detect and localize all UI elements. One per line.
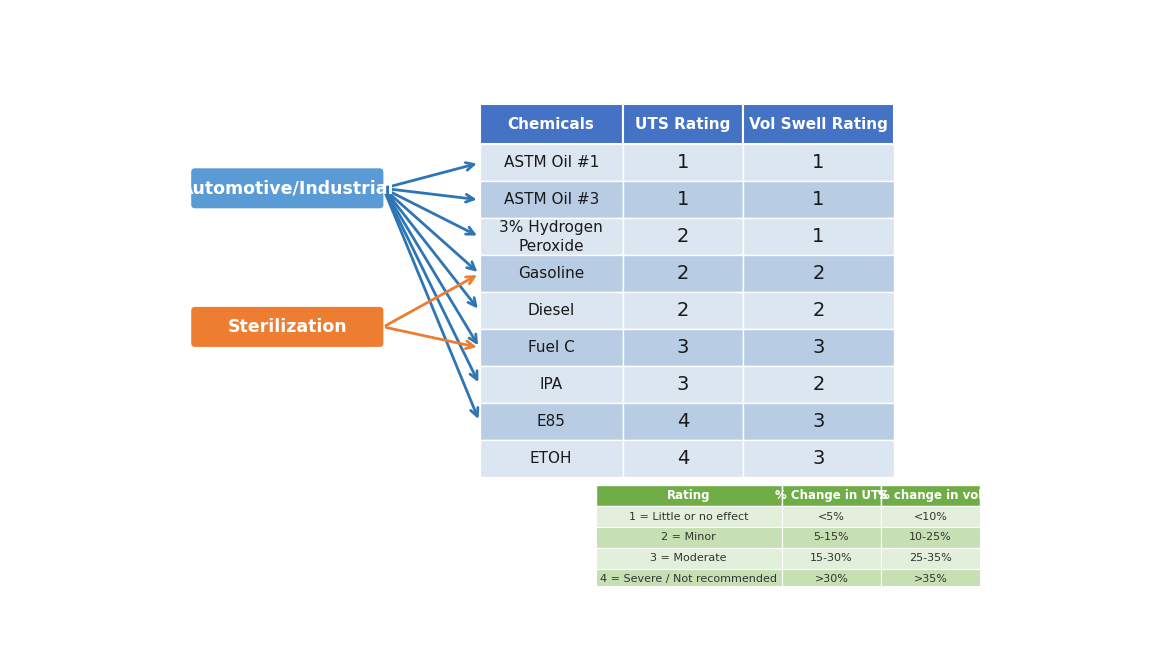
Bar — [480, 218, 622, 255]
Bar — [622, 255, 743, 292]
Text: 25-35%: 25-35% — [909, 553, 952, 563]
Bar — [596, 485, 782, 506]
Text: 2: 2 — [676, 265, 689, 284]
Bar — [881, 548, 980, 569]
Text: 1 = Little or no effect: 1 = Little or no effect — [629, 512, 749, 522]
Text: 15-30%: 15-30% — [810, 553, 853, 563]
Bar — [480, 403, 622, 440]
Bar — [743, 366, 894, 403]
Text: % Change in UTS: % Change in UTS — [775, 489, 888, 502]
Text: ASTM Oil #3: ASTM Oil #3 — [503, 192, 599, 207]
Text: ETOH: ETOH — [530, 451, 572, 466]
Text: 4: 4 — [676, 449, 689, 468]
Text: Automotive/Industrial: Automotive/Industrial — [180, 179, 394, 197]
Text: 3: 3 — [812, 449, 825, 468]
Text: Gasoline: Gasoline — [518, 266, 584, 281]
Text: Chemicals: Chemicals — [508, 117, 594, 132]
Bar — [622, 182, 743, 218]
Text: Diesel: Diesel — [528, 303, 574, 318]
Text: 4 = Severe / Not recommended: 4 = Severe / Not recommended — [600, 574, 777, 584]
Bar — [881, 506, 980, 527]
Bar — [743, 218, 894, 255]
FancyBboxPatch shape — [191, 307, 384, 347]
Bar — [596, 527, 782, 548]
Text: 2: 2 — [812, 265, 825, 284]
Bar — [622, 403, 743, 440]
Text: 1: 1 — [812, 227, 825, 246]
Bar — [743, 403, 894, 440]
Text: 2: 2 — [676, 227, 689, 246]
Bar — [596, 506, 782, 527]
Text: 2: 2 — [812, 375, 825, 394]
Bar — [743, 105, 894, 144]
Text: % change in vol: % change in vol — [879, 489, 983, 502]
Text: E85: E85 — [537, 414, 565, 429]
Text: >30%: >30% — [814, 574, 848, 584]
Text: 1: 1 — [812, 153, 825, 172]
Text: 2 = Minor: 2 = Minor — [661, 532, 716, 542]
Text: Sterilization: Sterilization — [227, 318, 347, 336]
Text: 2: 2 — [812, 301, 825, 320]
Text: ASTM Oil #1: ASTM Oil #1 — [503, 155, 599, 170]
Text: 3: 3 — [812, 338, 825, 357]
Bar — [782, 527, 881, 548]
Text: 1: 1 — [812, 190, 825, 209]
Bar — [480, 440, 622, 477]
Bar — [622, 366, 743, 403]
Text: 3: 3 — [676, 375, 689, 394]
Bar — [743, 292, 894, 329]
Bar — [743, 182, 894, 218]
Bar — [743, 440, 894, 477]
Bar — [622, 105, 743, 144]
Text: 3: 3 — [812, 412, 825, 431]
Bar — [743, 329, 894, 366]
Bar — [596, 569, 782, 590]
Text: 3: 3 — [676, 338, 689, 357]
Bar — [480, 182, 622, 218]
Text: <10%: <10% — [914, 512, 948, 522]
Bar — [480, 255, 622, 292]
Bar — [782, 569, 881, 590]
Bar — [480, 292, 622, 329]
Bar — [480, 105, 622, 144]
Text: >35%: >35% — [914, 574, 948, 584]
Bar — [480, 366, 622, 403]
Bar — [782, 485, 881, 506]
Bar — [622, 144, 743, 182]
Text: Vol Swell Rating: Vol Swell Rating — [749, 117, 888, 132]
Text: 1: 1 — [676, 153, 689, 172]
Text: 1: 1 — [676, 190, 689, 209]
Bar — [622, 440, 743, 477]
Bar — [622, 292, 743, 329]
Text: <5%: <5% — [818, 512, 845, 522]
Bar — [622, 329, 743, 366]
Text: 3 = Moderate: 3 = Moderate — [651, 553, 727, 563]
Bar — [480, 144, 622, 182]
Bar — [782, 548, 881, 569]
Bar — [782, 506, 881, 527]
Text: 5-15%: 5-15% — [813, 532, 849, 542]
Text: 3% Hydrogen
Peroxide: 3% Hydrogen Peroxide — [500, 220, 603, 253]
Text: UTS Rating: UTS Rating — [635, 117, 730, 132]
Bar — [743, 255, 894, 292]
FancyBboxPatch shape — [191, 168, 384, 209]
Bar — [480, 329, 622, 366]
Text: 4: 4 — [676, 412, 689, 431]
Bar — [881, 569, 980, 590]
Text: IPA: IPA — [539, 377, 563, 392]
Bar — [622, 218, 743, 255]
Text: Fuel C: Fuel C — [528, 340, 574, 355]
Bar — [881, 527, 980, 548]
Bar — [596, 548, 782, 569]
Text: 2: 2 — [676, 301, 689, 320]
Text: 10-25%: 10-25% — [909, 532, 952, 542]
Bar — [743, 144, 894, 182]
Text: Rating: Rating — [667, 489, 710, 502]
Bar — [881, 485, 980, 506]
